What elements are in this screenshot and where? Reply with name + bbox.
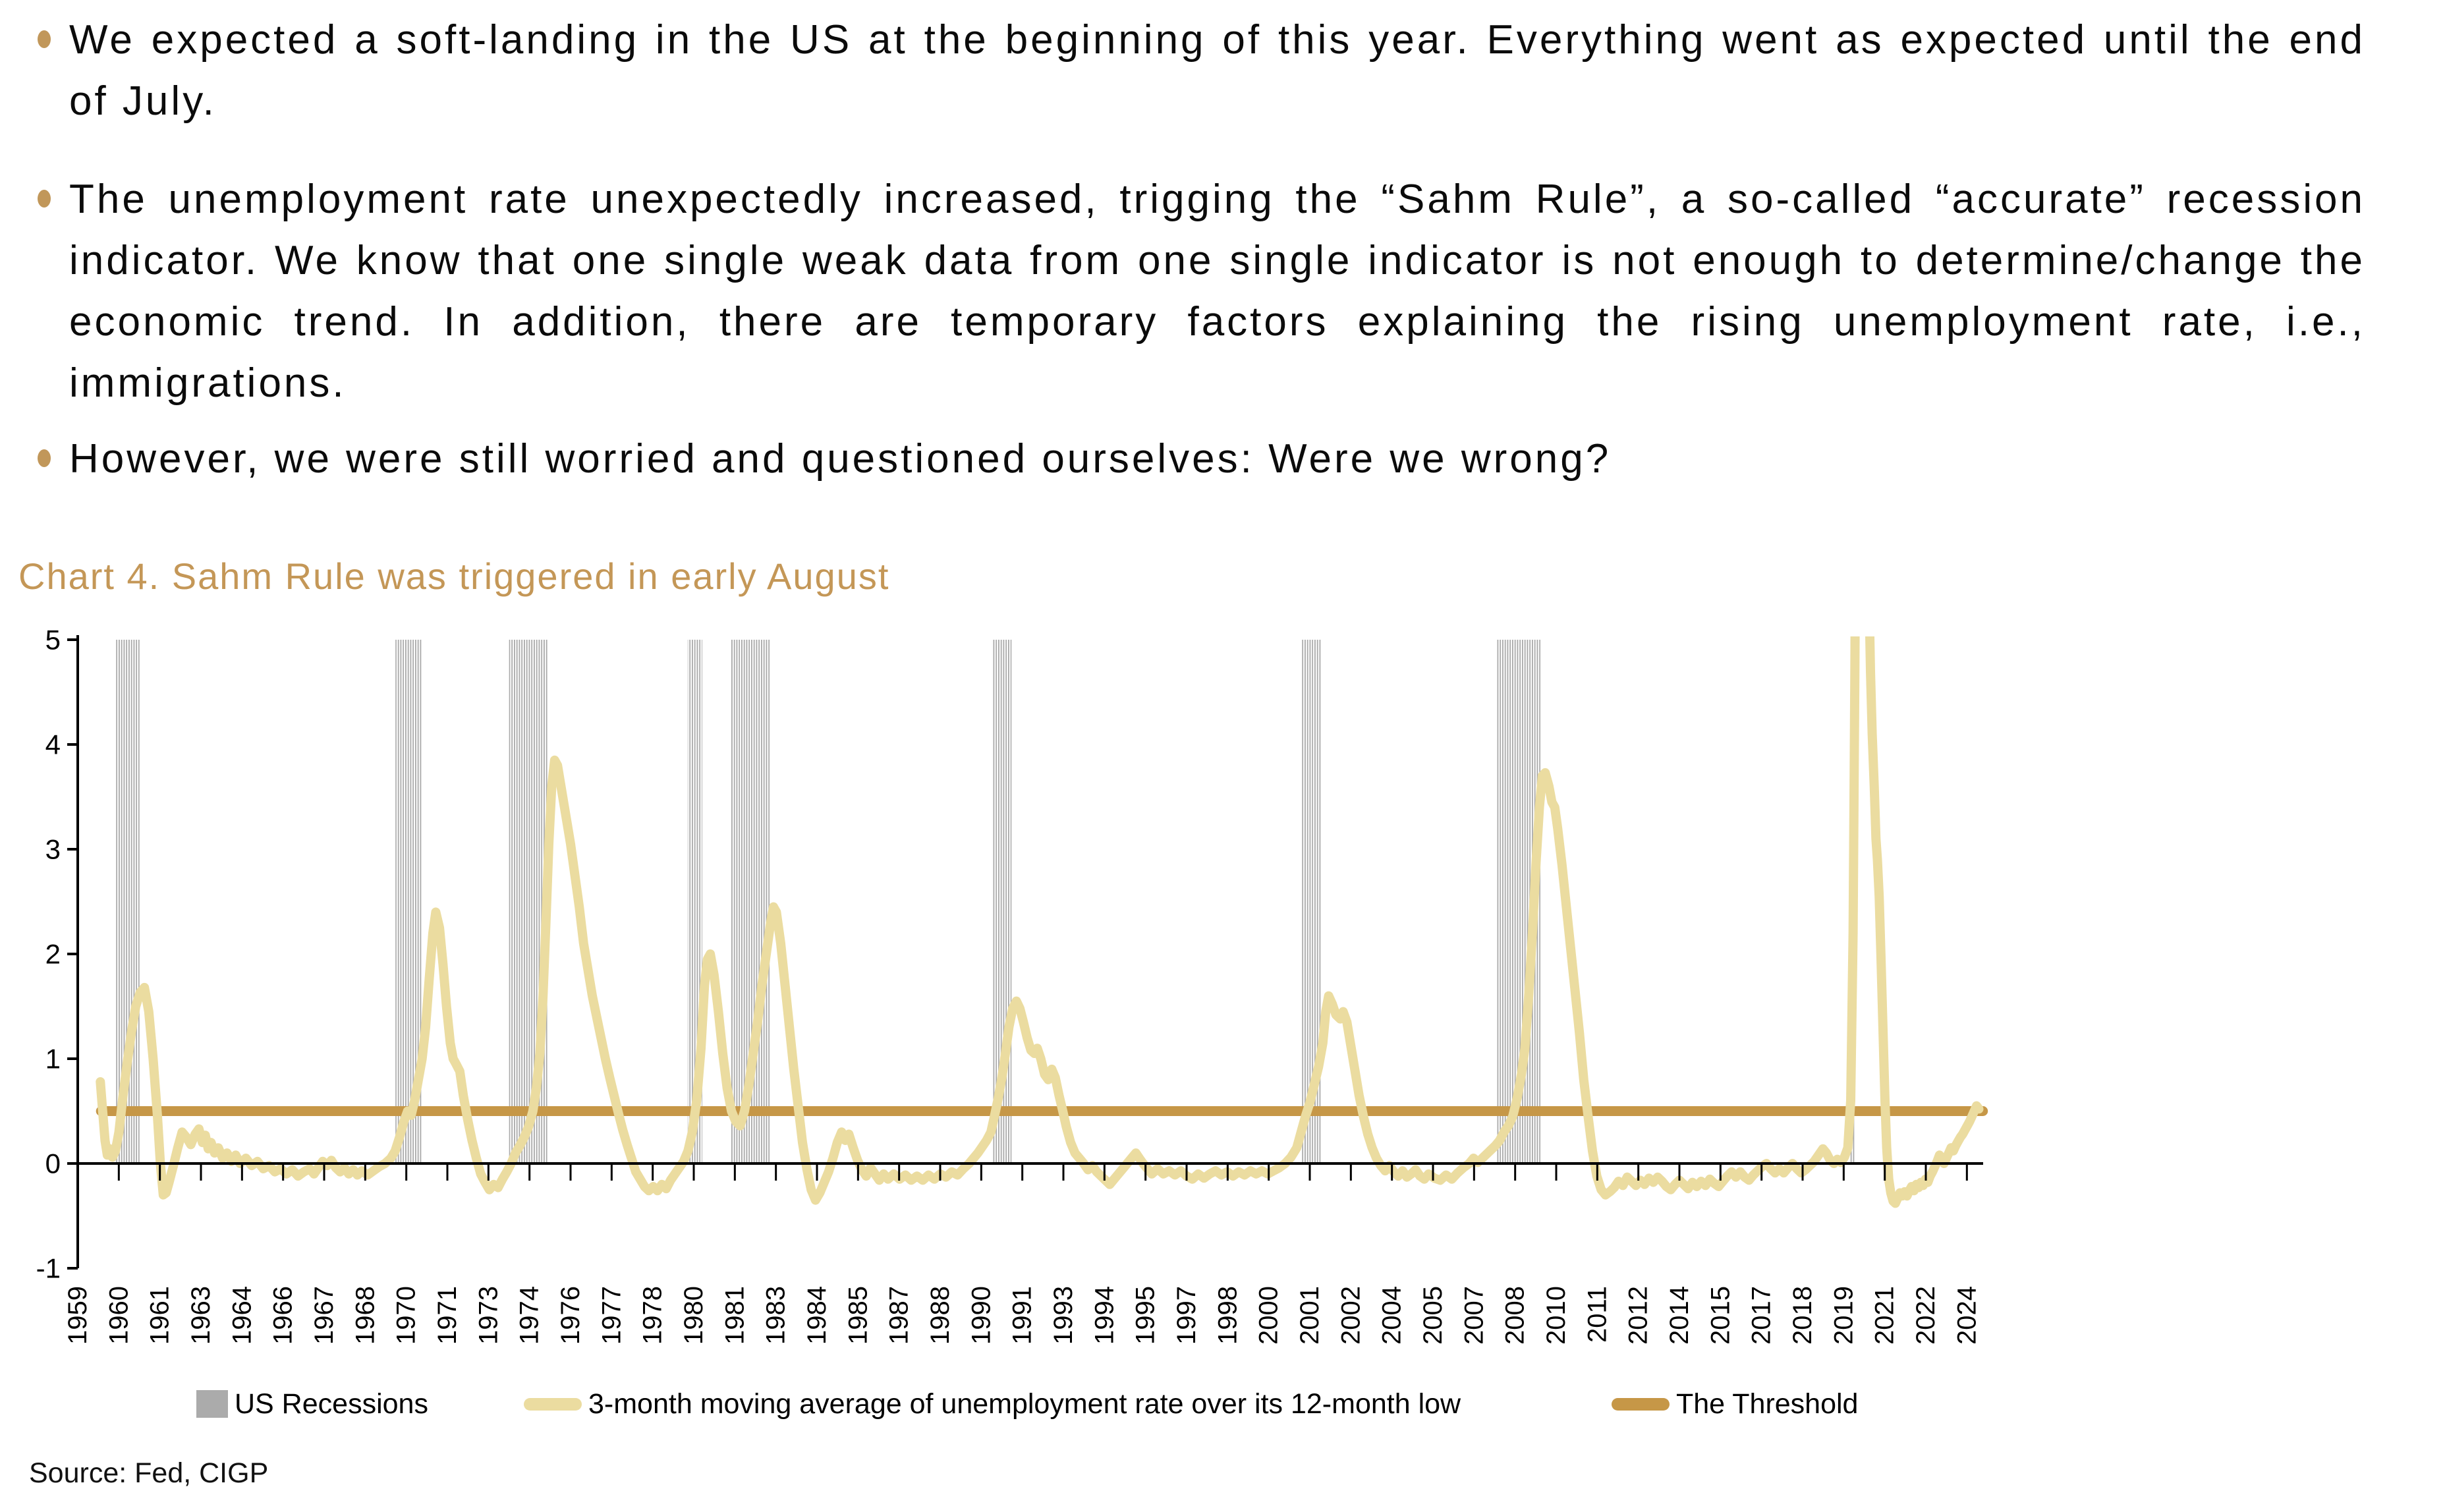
moving-average-swatch-icon xyxy=(524,1397,582,1411)
legend-item-threshold: The Threshold xyxy=(1612,1381,1858,1427)
svg-text:1980: 1980 xyxy=(679,1286,708,1345)
legend-item-moving-average: 3-month moving average of unemployment r… xyxy=(524,1381,1461,1427)
svg-text:1960: 1960 xyxy=(104,1286,133,1345)
svg-text:1976: 1976 xyxy=(556,1286,585,1345)
svg-text:1971: 1971 xyxy=(433,1286,462,1345)
bullet-text: We expected a soft-landing in the US at … xyxy=(69,17,2365,124)
svg-text:2010: 2010 xyxy=(1542,1286,1571,1345)
legend-label: 3-month moving average of unemployment r… xyxy=(588,1387,1461,1420)
bullet-marker-icon xyxy=(38,190,51,208)
bullet-list: We expected a soft-landing in the US at … xyxy=(36,9,2365,490)
svg-text:2018: 2018 xyxy=(1788,1286,1817,1345)
svg-text:1968: 1968 xyxy=(351,1286,379,1345)
svg-text:2: 2 xyxy=(45,939,61,970)
svg-text:1963: 1963 xyxy=(186,1286,215,1345)
svg-text:2019: 2019 xyxy=(1829,1286,1858,1345)
legend-item-us-recessions: US Recessions xyxy=(196,1381,428,1427)
svg-text:1993: 1993 xyxy=(1049,1286,1078,1345)
svg-text:2007: 2007 xyxy=(1459,1286,1488,1345)
svg-text:1977: 1977 xyxy=(597,1286,626,1345)
svg-text:1991: 1991 xyxy=(1008,1286,1037,1345)
bullet-marker-icon xyxy=(38,30,51,48)
bullet-text: The unemployment rate unexpectedly incre… xyxy=(69,177,2365,406)
svg-text:2012: 2012 xyxy=(1624,1286,1653,1345)
svg-text:2017: 2017 xyxy=(1747,1286,1776,1345)
svg-text:-1: -1 xyxy=(36,1253,61,1284)
x-axis-labels: 1959 1960 1961 1963 1964 1966 1967 1968 1970 1971… xyxy=(63,1163,1981,1345)
svg-text:4: 4 xyxy=(45,729,61,760)
svg-text:1970: 1970 xyxy=(392,1286,421,1345)
svg-text:1961: 1961 xyxy=(146,1286,175,1345)
svg-text:2004: 2004 xyxy=(1378,1286,1407,1345)
svg-text:1988: 1988 xyxy=(926,1286,955,1345)
svg-text:2002: 2002 xyxy=(1336,1286,1365,1345)
svg-text:1964: 1964 xyxy=(227,1286,256,1345)
svg-text:2001: 2001 xyxy=(1295,1286,1324,1345)
y-axis-labels: 5 4 3 2 1 0 -1 xyxy=(36,625,78,1284)
svg-text:1994: 1994 xyxy=(1090,1286,1119,1345)
svg-text:1974: 1974 xyxy=(515,1286,544,1345)
svg-text:1984: 1984 xyxy=(802,1286,831,1345)
svg-text:1: 1 xyxy=(45,1044,61,1075)
svg-text:3: 3 xyxy=(45,834,61,865)
svg-text:1995: 1995 xyxy=(1131,1286,1160,1345)
svg-text:2000: 2000 xyxy=(1254,1286,1283,1345)
svg-text:2015: 2015 xyxy=(1706,1286,1735,1345)
svg-text:2011: 2011 xyxy=(1583,1286,1612,1343)
svg-text:1959: 1959 xyxy=(63,1286,92,1345)
svg-text:1990: 1990 xyxy=(967,1286,996,1345)
svg-text:1985: 1985 xyxy=(843,1286,872,1345)
sahm-line xyxy=(96,636,1984,1208)
legend-label: US Recessions xyxy=(235,1387,428,1420)
bullet-marker-icon xyxy=(38,449,51,467)
bullet-item: We expected a soft-landing in the US at … xyxy=(36,9,2365,132)
svg-text:1973: 1973 xyxy=(474,1286,503,1345)
chart-legend: US Recessions 3-month moving average of … xyxy=(0,1381,2445,1427)
svg-text:1967: 1967 xyxy=(310,1286,339,1345)
recession-swatch-icon xyxy=(196,1390,228,1418)
svg-text:2014: 2014 xyxy=(1665,1286,1694,1345)
svg-text:1983: 1983 xyxy=(762,1286,791,1345)
svg-text:5: 5 xyxy=(45,625,61,656)
svg-text:2024: 2024 xyxy=(1952,1286,1981,1345)
svg-text:2005: 2005 xyxy=(1419,1286,1447,1345)
svg-text:1998: 1998 xyxy=(1213,1286,1242,1345)
svg-text:1987: 1987 xyxy=(885,1286,914,1345)
bullet-item: However, we were still worried and quest… xyxy=(36,428,2365,490)
svg-text:0: 0 xyxy=(45,1148,61,1179)
svg-text:2021: 2021 xyxy=(1870,1286,1899,1345)
svg-text:1978: 1978 xyxy=(638,1286,667,1345)
svg-text:2022: 2022 xyxy=(1911,1286,1940,1345)
svg-text:1997: 1997 xyxy=(1172,1286,1201,1345)
chart-title: Chart 4. Sahm Rule was triggered in earl… xyxy=(18,555,890,597)
threshold-swatch-icon xyxy=(1612,1397,1670,1411)
svg-text:1966: 1966 xyxy=(269,1286,298,1345)
source-note: Source: Fed, CIGP xyxy=(29,1457,269,1489)
legend-label: The Threshold xyxy=(1676,1387,1859,1420)
svg-text:1981: 1981 xyxy=(720,1286,749,1345)
svg-text:2008: 2008 xyxy=(1501,1286,1530,1345)
bullet-item: The unemployment rate unexpectedly incre… xyxy=(36,169,2365,414)
bullet-text: However, we were still worried and quest… xyxy=(69,436,1612,482)
recession-bands xyxy=(115,640,1855,1163)
